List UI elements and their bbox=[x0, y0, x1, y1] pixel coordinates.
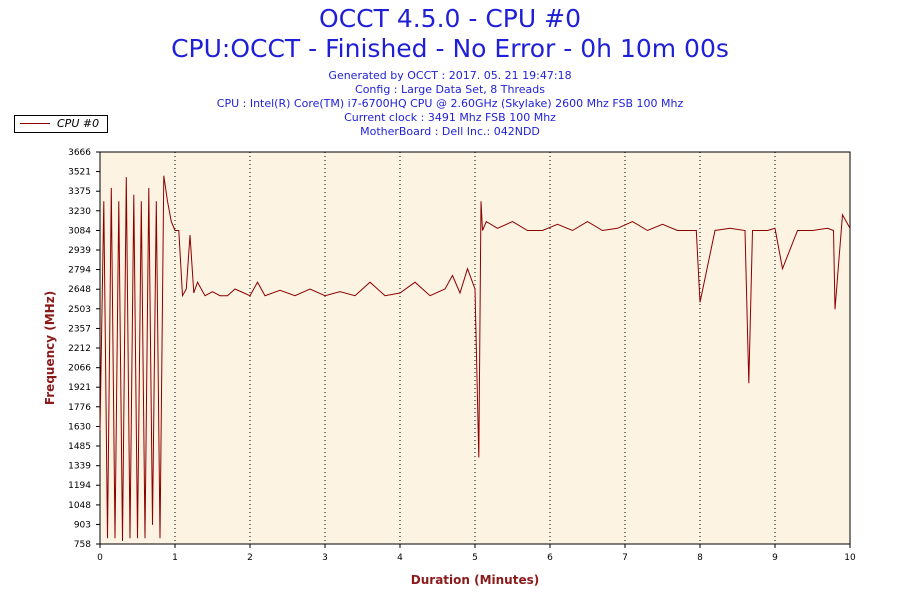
y-tick-label: 2648 bbox=[68, 285, 91, 295]
legend-swatch bbox=[20, 123, 50, 124]
y-tick-label: 1921 bbox=[68, 383, 91, 393]
y-tick-label: 2357 bbox=[68, 324, 91, 334]
y-tick-label: 758 bbox=[74, 540, 91, 550]
y-tick-label: 2066 bbox=[68, 364, 91, 374]
x-tick-label: 2 bbox=[247, 553, 253, 563]
y-tick-label: 1776 bbox=[68, 403, 91, 413]
x-tick-label: 4 bbox=[397, 553, 403, 563]
y-tick-label: 2503 bbox=[68, 305, 91, 315]
motherboard-info: MotherBoard : Dell Inc.: 042NDD bbox=[360, 125, 540, 138]
x-tick-label: 8 bbox=[697, 553, 703, 563]
chart-title: OCCT 4.5.0 - CPU #0 bbox=[319, 4, 581, 33]
y-tick-label: 903 bbox=[74, 520, 91, 530]
y-tick-label: 3084 bbox=[68, 226, 91, 236]
y-tick-label: 3375 bbox=[68, 187, 91, 197]
y-tick-label: 3521 bbox=[68, 168, 91, 178]
clock-info: Current clock : 3491 Mhz FSB 100 Mhz bbox=[344, 111, 556, 124]
x-tick-label: 0 bbox=[97, 553, 103, 563]
y-tick-label: 1194 bbox=[68, 481, 91, 491]
y-tick-label: 1630 bbox=[68, 422, 91, 432]
x-axis-title: Duration (Minutes) bbox=[411, 573, 539, 587]
legend: CPU #0 bbox=[14, 115, 108, 133]
legend-label: CPU #0 bbox=[57, 117, 100, 130]
series-line-cpu0 bbox=[99, 175, 851, 542]
x-tick-label: 6 bbox=[547, 553, 553, 563]
x-tick-label: 10 bbox=[844, 553, 856, 563]
cpu-info: CPU : Intel(R) Core(TM) i7-6700HQ CPU @ … bbox=[216, 97, 684, 110]
x-tick-label: 7 bbox=[622, 553, 628, 563]
y-tick-label: 2939 bbox=[68, 246, 91, 256]
x-tick-label: 3 bbox=[322, 553, 328, 563]
x-tick-label: 5 bbox=[472, 553, 478, 563]
x-tick-label: 1 bbox=[172, 553, 178, 563]
generated-info: Generated by OCCT : 2017. 05. 21 19:47:1… bbox=[328, 69, 572, 82]
x-tick-label: 9 bbox=[772, 553, 778, 563]
y-tick-label: 3666 bbox=[68, 148, 91, 158]
y-tick-label: 1048 bbox=[68, 501, 91, 511]
y-tick-label: 3230 bbox=[68, 207, 91, 217]
y-tick-label: 2794 bbox=[68, 266, 91, 276]
y-tick-label: 2212 bbox=[68, 344, 91, 354]
y-tick-label: 1485 bbox=[68, 442, 91, 452]
y-tick-label: 1339 bbox=[68, 462, 91, 472]
y-axis-title: Frequency (MHz) bbox=[43, 291, 57, 405]
config-info: Config : Large Data Set, 8 Threads bbox=[355, 83, 545, 96]
chart-subtitle: CPU:OCCT - Finished - No Error - 0h 10m … bbox=[171, 34, 729, 63]
